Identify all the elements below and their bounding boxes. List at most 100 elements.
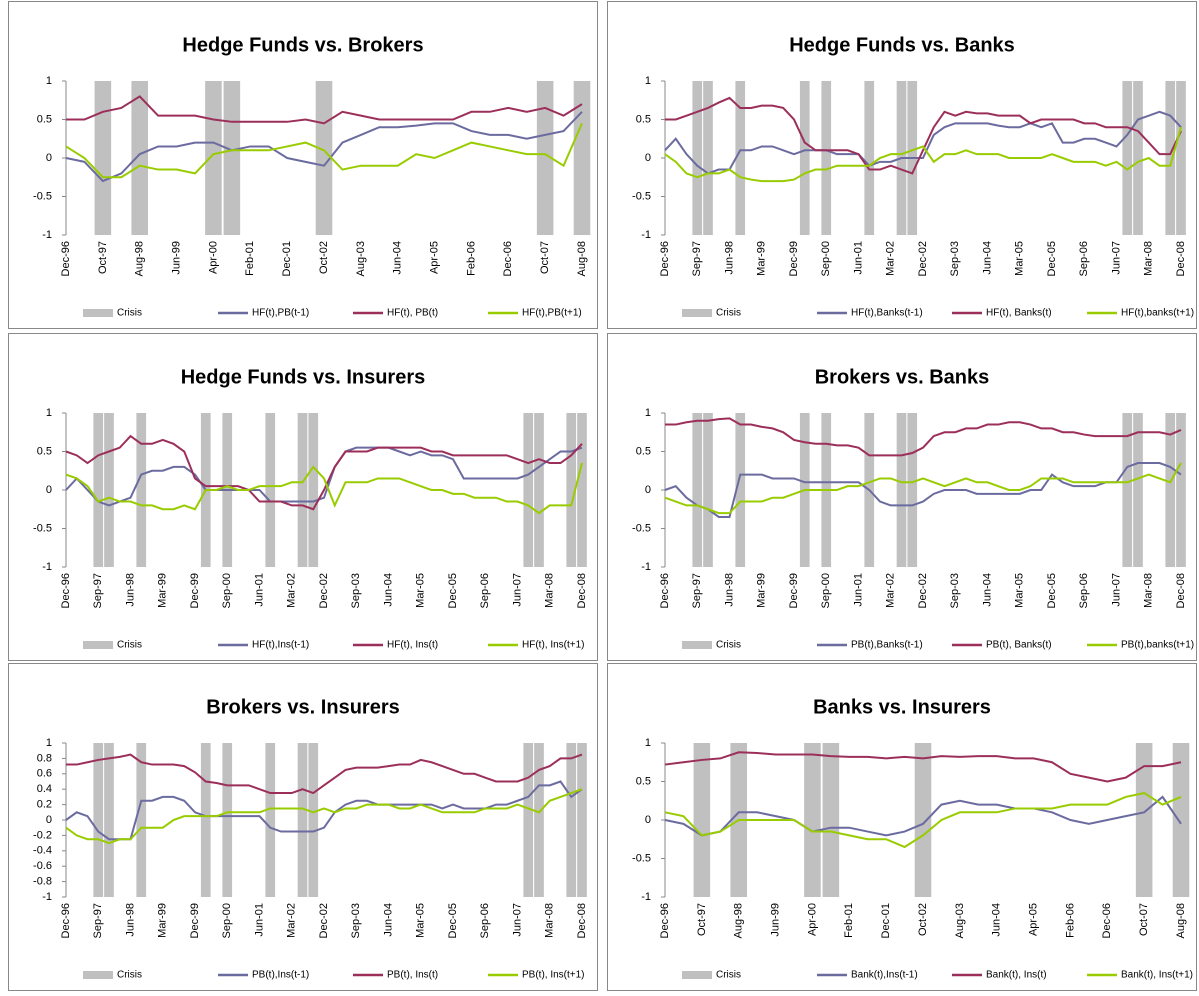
legend-swatch: [682, 641, 712, 649]
legend-label: Crisis: [117, 640, 142, 651]
chart-panel: Banks vs. Insurers -1 -0.5 0 0.5 1 Dec-96 Oct-9…: [607, 663, 1197, 991]
x-tick-label: Mar-08: [1143, 241, 1155, 276]
crisis-bar: [692, 413, 703, 567]
legend-label: HF(t),banks(t+1): [1121, 308, 1194, 319]
crisis-bar: [205, 81, 222, 235]
crisis-bar: [536, 81, 554, 235]
y-tick-label: 1: [645, 737, 651, 749]
y-tick-label: 0: [645, 152, 651, 164]
crisis-bar: [94, 81, 112, 235]
crisis-bar: [308, 413, 319, 567]
y-tick-label: -0.5: [33, 190, 52, 202]
chart-panel: Hedge Funds vs. Brokers -1 -0.5 0 0.5 1 Dec-96…: [8, 1, 598, 329]
x-tick-label: Jun-04: [981, 573, 993, 607]
chart-title: Hedge Funds vs. Brokers: [182, 34, 423, 56]
crisis-bar: [896, 413, 907, 567]
chart-title: Banks vs. Insurers: [813, 696, 991, 718]
x-tick-label: Dec-01: [281, 241, 293, 276]
series-line: [665, 417, 1182, 457]
legend-swatch: [682, 309, 712, 317]
y-tick-label: -0.6: [33, 860, 52, 872]
crisis-bar: [577, 743, 587, 897]
legend-label: Crisis: [117, 970, 142, 981]
y-tick-label: 1: [46, 75, 52, 87]
crisis-bar: [804, 743, 821, 897]
legend-label: PB(t), Banks(t): [986, 640, 1052, 651]
x-tick-label: Mar-05: [1014, 241, 1026, 276]
x-tick-label: Jun-98: [124, 573, 136, 607]
x-tick-label: Dec-96: [60, 573, 72, 608]
y-tick-label: 0.5: [636, 775, 651, 787]
legend-label: Crisis: [716, 308, 741, 319]
crisis-bar: [131, 81, 149, 235]
y-tick-label: -1: [42, 229, 52, 241]
x-tick-label: Feb-01: [244, 241, 256, 276]
y-tick-label: -0.5: [632, 190, 651, 202]
y-tick-label: -1: [641, 561, 651, 573]
x-tick-label: Jun-07: [511, 573, 523, 607]
legend-label: HF(t), Banks(t): [986, 308, 1052, 319]
x-tick-label: Dec-96: [659, 903, 671, 938]
x-tick-label: Jun-99: [170, 241, 182, 275]
legend-label: HF(t),Banks(t-1): [851, 308, 923, 319]
crisis-bar: [223, 81, 241, 235]
crisis-bar: [93, 743, 104, 897]
crisis-bar: [297, 413, 308, 567]
y-tick-label: -0.5: [33, 522, 52, 534]
x-tick-label: Sep-03: [949, 241, 961, 276]
legend-swatch: [83, 971, 113, 979]
x-tick-label: Jun-01: [852, 241, 864, 275]
x-tick-label: Dec-99: [788, 241, 800, 276]
x-tick-label: Dec-99: [189, 903, 201, 938]
crisis-bar: [692, 81, 703, 235]
crisis-bar: [573, 81, 591, 235]
series-line: [665, 96, 1182, 175]
crisis-bar: [822, 743, 840, 897]
y-tick-label: 1: [645, 75, 651, 87]
x-tick-label: Dec-96: [659, 241, 671, 276]
x-tick-label: Dec-06: [502, 241, 514, 276]
x-tick-label: Dec-06: [1101, 903, 1113, 938]
x-tick-label: Oct-97: [696, 903, 708, 936]
x-tick-label: Jun-99: [769, 903, 781, 937]
x-tick-label: Aug-03: [954, 903, 966, 938]
x-tick-label: Jun-07: [1110, 573, 1122, 607]
x-tick-label: Dec-02: [318, 573, 330, 608]
x-tick-label: Mar-02: [885, 241, 897, 276]
y-tick-label: -0.5: [632, 522, 651, 534]
crisis-bar: [1165, 413, 1176, 567]
x-tick-label: Sep-00: [221, 903, 233, 938]
series-line: [664, 462, 1182, 518]
x-tick-label: Dec-05: [1046, 573, 1058, 608]
crisis-bar: [534, 743, 544, 897]
crisis-bar: [315, 81, 333, 235]
legend-label: PB(t),Ins(t-1): [252, 970, 309, 981]
chart-panel: Brokers vs. Banks -1 -0.5 0 0.5 1 Dec-96 Sep-97…: [607, 333, 1197, 661]
x-tick-label: Mar-99: [756, 573, 768, 608]
crisis-bar: [799, 81, 810, 235]
legend-label: PB(t),banks(t+1): [1121, 640, 1194, 651]
x-tick-label: Dec-96: [60, 241, 72, 276]
crisis-bar: [1122, 81, 1133, 235]
legend-label: Crisis: [117, 308, 142, 319]
x-tick-label: Dec-08: [576, 903, 588, 938]
x-tick-label: Sep-03: [949, 573, 961, 608]
crisis-bar: [297, 743, 308, 897]
series-line: [664, 126, 1182, 183]
chart-title: Hedge Funds vs. Insurers: [181, 366, 426, 388]
series-line: [65, 462, 583, 515]
y-tick-label: -0.2: [33, 829, 52, 841]
x-tick-label: Dec-05: [447, 573, 459, 608]
chart-panel: Brokers vs. Insurers -1 -0.8 -0.6 -0.4 -0.2 0 0…: [8, 663, 598, 991]
crisis-bar: [534, 413, 544, 567]
x-tick-label: Sep-97: [92, 903, 104, 938]
x-tick-label: Jun-01: [253, 903, 265, 937]
x-tick-label: Jun-98: [124, 903, 136, 937]
crisis-bar: [104, 413, 114, 567]
x-tick-label: Sep-97: [691, 573, 703, 608]
crisis-bar: [864, 81, 875, 235]
crisis-bar: [1176, 81, 1186, 235]
legend-swatch: [682, 971, 712, 979]
y-tick-label: 0: [46, 484, 52, 496]
x-tick-label: Mar-08: [544, 573, 556, 608]
